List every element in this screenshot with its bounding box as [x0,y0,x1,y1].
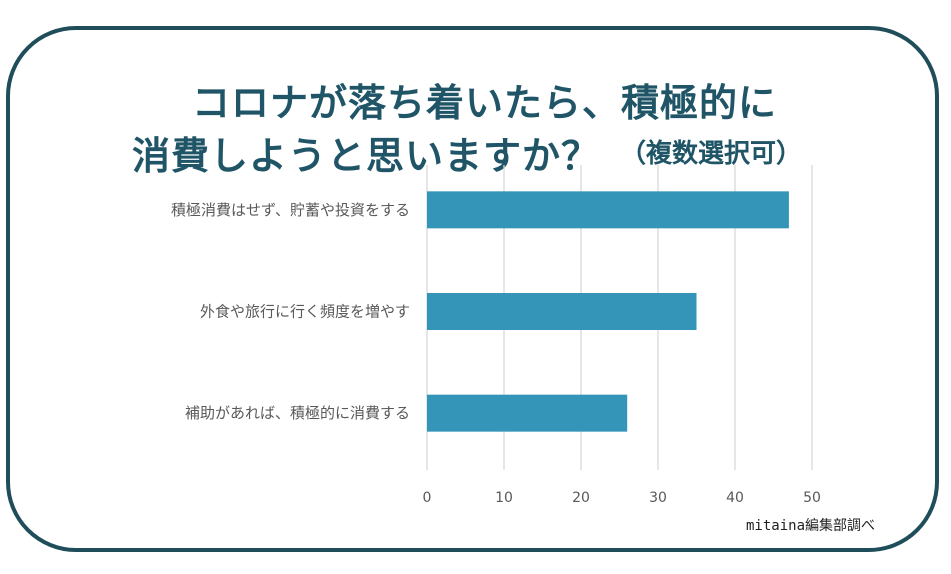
bar [427,191,789,229]
x-tick-label: 10 [495,490,513,506]
bar [427,394,628,432]
chart-frame [6,26,939,552]
chart-title-line1: コロナが落ち着いたら、積極的に [192,81,778,125]
bar [427,293,697,330]
category-label: 補助があれば、積極的に消費する [185,404,410,422]
category-label: 外食や旅行に行く頻度を増やす [200,303,410,321]
source-note: mitaina編集部調べ [746,518,876,534]
x-tick-label: 20 [572,490,590,506]
chart-title-note: （複数選択可） [620,139,803,169]
x-tick-label: 50 [803,490,821,506]
x-tick-label: 0 [423,490,432,506]
chart-title-line2: 消費しようと思いますか？ [132,134,601,178]
category-label: 積極消費はせず、貯蓄や投資をする [171,201,410,219]
x-tick-label: 40 [726,490,744,506]
x-tick-label: 30 [649,490,667,506]
